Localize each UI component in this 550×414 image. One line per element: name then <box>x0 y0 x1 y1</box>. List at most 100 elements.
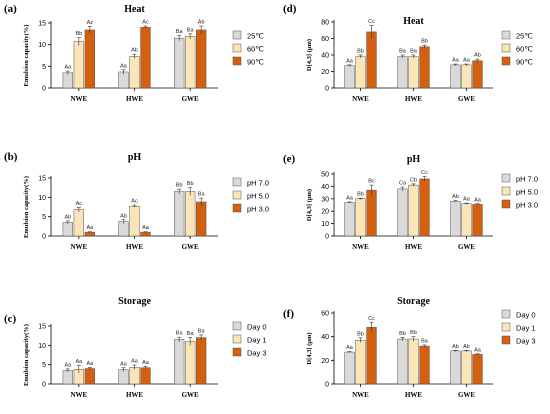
chart-5-data-label-0-0: Aa <box>346 345 354 351</box>
chart-3-title: pH <box>407 154 421 165</box>
chart-3-bar-1-2 <box>419 178 430 237</box>
chart-4-data-label-1-1: Aa <box>131 359 139 365</box>
chart-0-data-label-0-0: Aa <box>64 65 72 71</box>
chart-5-data-label-1-1: Bb <box>410 330 417 336</box>
chart-4-legend-label-0: Day 0 <box>247 323 267 332</box>
chart-1-bar-2-0 <box>450 64 461 89</box>
chart-4-data-label-0-1: Aa <box>75 359 83 365</box>
chart-2-bar-2-1 <box>185 191 196 237</box>
chart-0-data-label-1-1: Ab <box>131 48 138 54</box>
chart-3-legend-swatch-1 <box>501 186 511 196</box>
chart-1-x-tick-label-2: GWE <box>458 95 475 103</box>
chart-3-bar-2-2 <box>472 204 483 237</box>
chart-5-bar-1-0 <box>397 338 408 385</box>
chart-0-title: Heat <box>124 4 145 15</box>
chart-4-data-label-1-2: Aa <box>142 360 150 366</box>
chart-5-legend-swatch-0 <box>501 309 511 319</box>
chart-2-y-tick-label-3: 15 <box>38 176 46 183</box>
chart-5-legend-swatch-1 <box>501 322 511 332</box>
chart-3-data-label-2-1: Aa <box>463 197 471 203</box>
chart-1-legend-swatch-1 <box>501 43 511 53</box>
chart-3-legend-swatch-2 <box>501 199 511 209</box>
chart-0-bar-2-0 <box>174 37 185 89</box>
chart-1-legend-swatch-0 <box>501 30 511 40</box>
chart-2-x-tick-label-2: GWE <box>182 243 199 251</box>
chart-2-legend-label-0: pH 7.0 <box>247 179 269 188</box>
chart-4-bar-2-2 <box>196 337 207 385</box>
chart-2-y-axis-label: Emulsion capacity(%) <box>23 176 30 238</box>
chart-3-legend-label-0: pH 7.0 <box>516 175 538 184</box>
chart-1-bar-0-2 <box>366 31 377 89</box>
chart-0-data-label-0-1: Bb <box>75 31 82 37</box>
chart-5-y-tick-label-3: 60 <box>321 311 329 318</box>
chart-4-legend-label-1: Day 1 <box>247 336 267 345</box>
chart-5-bar-1-2 <box>419 345 430 385</box>
chart-3-legend-label-2: pH 3.0 <box>516 201 538 210</box>
chart-4-y-tick-label-1: 5 <box>42 362 46 369</box>
chart-5-x-tick-label-2: GWE <box>458 391 475 399</box>
chart-5-legend-swatch-2 <box>501 335 511 345</box>
chart-1-data-label-0-2: Cc <box>368 19 375 25</box>
chart-0-y-tick-label-0: 0 <box>42 86 46 93</box>
chart-4-legend-swatch-2 <box>232 347 242 357</box>
chart-1-bar-1-2 <box>419 46 430 89</box>
chart-4-legend-swatch-1 <box>232 334 242 344</box>
chart-0-data-label-2-1: Ba <box>187 27 195 33</box>
chart-0-data-label-0-2: Az <box>87 20 94 26</box>
chart-4-data-label-2-2: Ba <box>198 328 206 334</box>
chart-2-y-tick-label-1: 5 <box>42 214 46 221</box>
chart-3-data-label-1-0: Ca <box>399 181 407 187</box>
chart-3-bar-2-0 <box>450 201 461 237</box>
chart-0-x-tick-label-1: HWE <box>126 95 143 103</box>
chart-2-y-tick-label-0: 0 <box>42 234 46 241</box>
chart-0-bar-1-1 <box>129 56 140 89</box>
chart-5-data-label-0-1: Bb <box>357 331 364 337</box>
chart-0-legend-label-0: 25℃ <box>247 32 264 41</box>
chart-3-legend-label-1: pH 5.0 <box>516 188 538 197</box>
chart-0-y-tick-label-2: 10 <box>38 42 46 49</box>
chart-1-data-label-2-2: Ab <box>474 53 481 59</box>
chart-0-y-axis-label: Emulsion capacity(%) <box>23 25 30 87</box>
chart-5-data-label-2-1: Ab <box>463 344 470 350</box>
chart-3-data-label-2-0: Ab <box>452 194 459 200</box>
chart-4-data-label-0-0: Aa <box>64 362 72 368</box>
chart-1-legend-label-0: 25℃ <box>516 32 533 41</box>
chart-1-y-axis-label: D[4,3] (μm) <box>306 39 313 71</box>
chart-4-x-tick-label-0: NWE <box>70 391 87 399</box>
chart-3-x-tick-label-1: HWE <box>405 243 422 251</box>
chart-2-x-tick-label-0: NWE <box>70 243 87 251</box>
chart-5-panel-label: (f) <box>283 308 294 320</box>
chart-0-data-label-1-2: Ac <box>142 20 149 26</box>
chart-2-data-label-1-0: Ab <box>120 213 127 219</box>
chart-4-bar-1-1 <box>129 367 140 385</box>
chart-5-data-label-2-0: Ab <box>452 344 459 350</box>
chart-5-data-label-1-0: Bb <box>399 331 406 337</box>
chart-2-data-label-2-2: Ba <box>198 192 206 198</box>
chart-3-bar-1-1 <box>408 184 419 237</box>
chart-3-y-tick-label-4: 40 <box>321 184 329 191</box>
chart-2-legend-swatch-1 <box>232 190 242 200</box>
chart-4-y-axis-label: Emulsion capacity(%) <box>23 324 30 386</box>
chart-5-y-tick-label-2: 40 <box>321 334 329 341</box>
chart-5-data-label-1-2: Ba <box>421 338 429 344</box>
chart-3-data-label-0-2: Bc <box>368 179 375 185</box>
chart-0-data-label-2-2: Ab <box>198 20 205 26</box>
chart-1-data-label-1-0: Ba <box>399 49 407 55</box>
chart-5-bar-2-2 <box>472 354 483 385</box>
chart-4-legend-swatch-0 <box>232 321 242 331</box>
chart-5-bar-0-1 <box>355 339 366 385</box>
chart-0-legend-label-1: 60℃ <box>247 45 264 54</box>
chart-3-x-tick-label-2: GWE <box>458 243 475 251</box>
chart-0-legend-swatch-1 <box>232 43 242 53</box>
chart-4-x-tick-label-1: HWE <box>126 391 143 399</box>
chart-0-y-tick-label-1: 5 <box>42 64 46 71</box>
chart-4-bar-0-0 <box>62 370 73 385</box>
chart-1-x-tick-label-0: NWE <box>352 95 369 103</box>
chart-1-bar-0-0 <box>344 65 355 89</box>
chart-2-legend-label-1: pH 5.0 <box>247 192 269 201</box>
chart-0-bar-0-1 <box>73 41 84 89</box>
chart-0-legend-label-2: 90℃ <box>247 58 264 67</box>
chart-3-legend-swatch-0 <box>501 173 511 183</box>
chart-2-x-tick-label-1: HWE <box>126 243 143 251</box>
chart-0-bar-0-0 <box>62 72 73 89</box>
